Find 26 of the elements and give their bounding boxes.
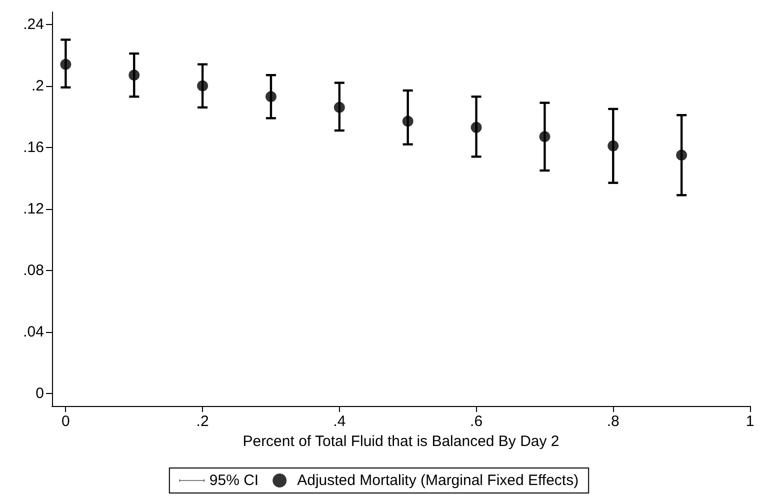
- y-tick-label: .2: [31, 77, 44, 94]
- point: [334, 102, 345, 113]
- x-tick-label: 0: [62, 413, 70, 430]
- y-tick-label: .12: [23, 200, 44, 218]
- point: [676, 150, 688, 161]
- y-tick-label: .04: [23, 324, 44, 341]
- point: [402, 116, 414, 127]
- x-tick-label: .8: [606, 413, 620, 430]
- y-tick-label: .08: [23, 262, 44, 280]
- y-tick-label: .24: [23, 16, 44, 33]
- point: [539, 131, 550, 142]
- x-axis-title: Percent of Total Fluid that is Balanced By Day 2: [242, 432, 560, 450]
- x-tick-label: .2: [196, 413, 209, 430]
- x-tick-label: .4: [333, 413, 346, 430]
- point: [470, 122, 482, 133]
- x-tick-label: .6: [470, 413, 483, 430]
- x-tick-label: 1: [746, 413, 754, 430]
- text: 95% CI: [209, 472, 259, 489]
- point: [60, 58, 72, 70]
- point: [128, 70, 140, 81]
- y-tick-label: 0: [36, 385, 44, 402]
- legend-label: Adjusted Mortality (Marginal Fixed Effects): [297, 472, 579, 489]
- point: [265, 91, 276, 102]
- point: [608, 140, 619, 152]
- y-tick-label: .16: [23, 138, 44, 156]
- point: [197, 80, 208, 92]
